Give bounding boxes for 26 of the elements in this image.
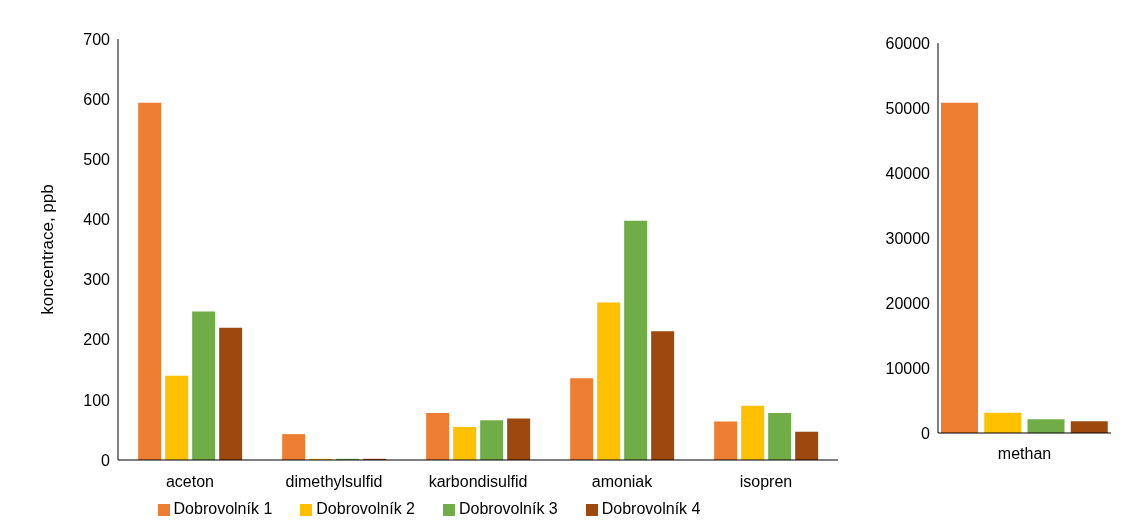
- y-tick-label: 200: [83, 331, 111, 349]
- x-axis-title: methan: [997, 445, 1052, 463]
- y-tick-label: 700: [83, 30, 111, 48]
- y-tick-label: 20000: [885, 294, 931, 312]
- y-tick-label: 60000: [885, 34, 931, 52]
- y-tick-label: 100: [83, 391, 111, 409]
- y-axis-title: koncentrace, ppb: [38, 184, 58, 315]
- legend-label: Dobrovolník 3: [459, 500, 558, 517]
- y-tick-label: 50000: [885, 99, 931, 117]
- y-tick-label: 400: [83, 211, 111, 229]
- y-tick-label: 0: [101, 451, 111, 469]
- y-tick-label: 0: [921, 424, 931, 442]
- y-tick-label: 40000: [885, 164, 931, 182]
- x-tick-label: karbondisulfid: [428, 473, 528, 491]
- legend-label: Dobrovolník 2: [316, 500, 415, 517]
- y-tick-label: 30000: [885, 229, 931, 247]
- y-tick-label: 300: [83, 271, 111, 289]
- legend-label: Dobrovolník 4: [601, 500, 701, 517]
- y-tick-label: 600: [83, 90, 111, 108]
- x-tick-label: aceton: [165, 473, 215, 491]
- y-tick-label: 10000: [885, 359, 931, 377]
- x-tick-label: amoniak: [591, 473, 654, 491]
- y-tick-label: 500: [83, 150, 111, 168]
- x-tick-label: dimethylsulfid: [285, 473, 383, 491]
- legend-label: Dobrovolník 1: [173, 500, 273, 517]
- x-tick-label: isopren: [739, 473, 793, 491]
